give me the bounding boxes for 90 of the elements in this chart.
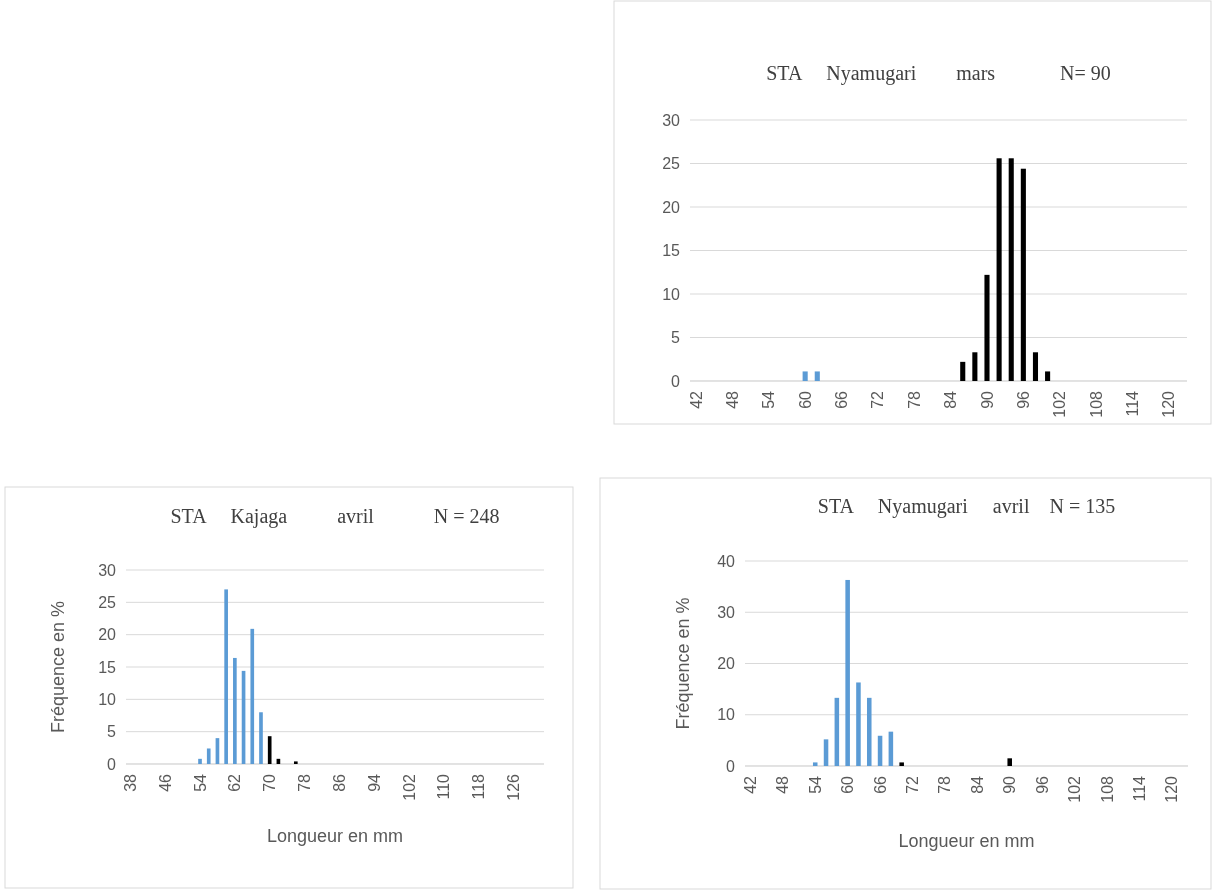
bar [206,748,211,764]
y-axis-title: Fréquence en % [48,600,69,734]
y-tick-label: 40 [717,552,736,570]
x-tick-label: 120 [1163,775,1181,803]
y-tick-label: 20 [717,655,736,673]
x-tick-label: 42 [742,775,759,794]
bar [259,712,263,764]
x-tick-label: 48 [724,390,742,409]
bar [293,761,298,764]
bar [899,762,904,766]
y-tick-label: 25 [98,593,117,611]
x-axis-title: Longueur en mm [266,826,404,846]
x-tick-label: 66 [833,390,851,409]
x-tick-label: 62 [226,773,244,792]
x-tick-label: 114 [1130,775,1148,802]
x-tick-label: 42 [687,390,705,409]
y-axis-title: Fréquence en % [673,597,694,730]
x-tick-label: 110 [435,773,453,800]
bar [1007,758,1012,766]
x-tick-label: 126 [505,773,523,801]
y-tick-label: 0 [107,755,117,773]
bar [224,589,228,764]
x-tick-label: 108 [1087,390,1105,418]
y-tick-label: 0 [671,372,681,390]
x-tick-label: 72 [904,775,922,794]
x-tick-label: 54 [760,390,778,409]
x-tick-label: 102 [400,773,418,801]
bar [1008,158,1014,381]
y-tick-label: 5 [671,329,681,347]
x-tick-label: 66 [871,775,889,794]
y-tick-label: 15 [98,658,117,676]
x-tick-label: 102 [1066,775,1084,803]
bar [856,682,861,766]
bar [233,657,237,764]
bar [812,762,818,766]
x-tick-label: 94 [365,773,383,792]
x-tick-label: 96 [1014,390,1032,409]
y-tick-label: 15 [662,242,681,260]
x-tick-label: 118 [470,773,488,800]
x-tick-label: 46 [156,773,174,792]
x-tick-label: 102 [1051,390,1069,418]
x-tick-label: 86 [330,773,348,792]
x-tick-label: 54 [191,773,209,792]
x-tick-label: 78 [936,775,954,794]
y-tick-label: 20 [662,198,681,216]
x-tick-label: 108 [1098,775,1116,803]
bar [845,579,850,766]
y-tick-label: 0 [726,757,736,775]
bar [198,758,202,764]
x-tick-label: 48 [774,775,792,794]
x-tick-label: 78 [296,773,314,792]
bar [984,274,990,381]
y-tick-label: 5 [107,723,117,741]
x-tick-label: 120 [1160,390,1178,418]
x-tick-label: 96 [1033,775,1051,794]
x-tick-label: 60 [839,775,857,794]
y-tick-label: 25 [662,155,681,173]
x-tick-label: 60 [796,390,814,409]
y-tick-label: 30 [717,603,736,621]
x-tick-label: 38 [121,773,139,792]
x-tick-label: 114 [1124,390,1142,417]
chart-title: STA Kajaga avril N = 248 [170,505,500,528]
bar [1020,168,1026,381]
x-tick-label: 84 [968,775,986,794]
x-tick-label: 72 [869,390,887,409]
bar [1045,371,1051,381]
chart-title: STA Nyamugari avril N = 135 [817,495,1116,518]
y-tick-label: 30 [98,561,117,579]
bar [814,371,820,381]
x-tick-label: 70 [261,773,279,792]
y-tick-label: 10 [98,690,117,708]
x-tick-label: 54 [806,775,824,794]
x-tick-label: 78 [905,390,923,409]
bar [996,158,1002,381]
bar [250,628,255,764]
x-tick-label: 90 [978,390,996,409]
bar [1032,352,1039,381]
x-tick-label: 84 [942,390,960,409]
bar [802,371,808,381]
y-tick-label: 30 [662,111,681,129]
bar [960,361,966,381]
y-tick-label: 10 [662,285,681,303]
x-tick-label: 90 [1001,775,1019,794]
bar [866,697,872,766]
bar [267,736,272,764]
x-axis-title: Longueur en mm [898,831,1035,851]
bar [972,352,978,381]
y-tick-label: 20 [98,626,117,644]
chart-title: STA Nyamugari mars N= 90 [766,62,1111,85]
y-tick-label: 10 [717,706,736,724]
